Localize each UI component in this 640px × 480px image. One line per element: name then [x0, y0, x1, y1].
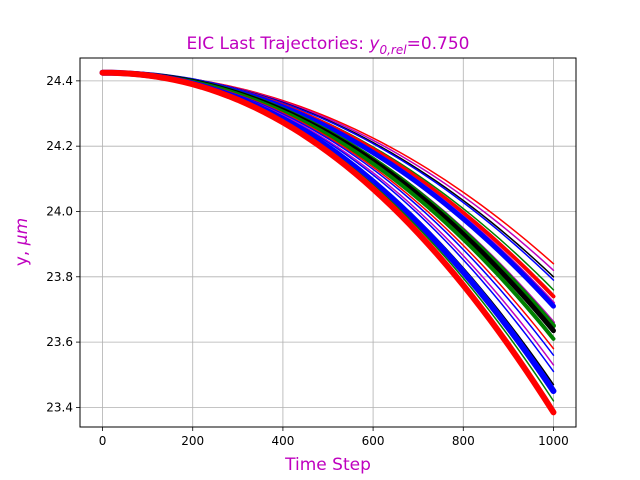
chart-title: EIC Last Trajectories: y0,rel=0.750	[187, 34, 470, 57]
y-axis-ticks: 23.4 23.6 23.8 24.0 24.2 24.4	[46, 74, 80, 414]
x-tick-label: 200	[181, 434, 204, 448]
y-axis-label-unit: μm	[12, 218, 32, 246]
x-tick-label: 600	[362, 434, 385, 448]
chart-title-value: =0.750	[407, 34, 470, 54]
x-axis-label: Time Step	[284, 455, 371, 475]
y-tick-label: 24.4	[46, 74, 73, 88]
y-tick-label: 23.8	[46, 270, 73, 284]
x-tick-label: 800	[452, 434, 475, 448]
chart-title-subscript-rel: rel	[391, 43, 407, 57]
chart-title-subscript: 0,	[379, 43, 390, 57]
x-tick-label: 1000	[538, 434, 569, 448]
plot-frame	[79, 57, 577, 428]
x-tick-label: 400	[271, 434, 294, 448]
y-axis-label: y, μm	[12, 218, 32, 266]
trajectory-line-20	[99, 69, 557, 416]
chart-title-main: EIC Last Trajectories:	[187, 34, 370, 54]
x-tick-label: 0	[99, 434, 107, 448]
chart-title-variable: y	[368, 34, 380, 54]
y-axis-label-main: y,	[12, 245, 32, 266]
y-tick-label: 23.6	[46, 335, 73, 349]
x-axis-ticks: 0 200 400 600 800 1000	[99, 427, 569, 448]
y-tick-label: 24.0	[46, 204, 73, 218]
y-tick-label: 23.4	[46, 400, 73, 414]
y-tick-label: 24.2	[46, 139, 73, 153]
trajectory-series	[99, 69, 557, 416]
